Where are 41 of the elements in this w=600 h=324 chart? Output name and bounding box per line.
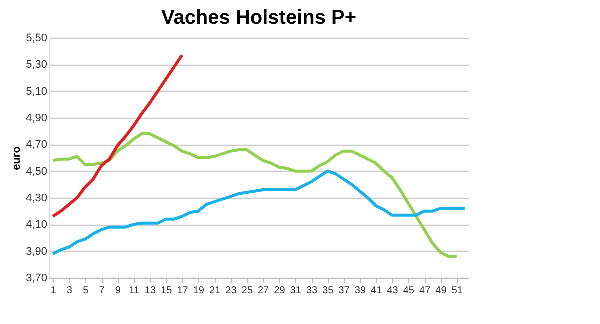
x-tick-label: 29 bbox=[274, 286, 286, 296]
x-tick-label: 3 bbox=[66, 286, 73, 296]
x-tick-label: 7 bbox=[99, 286, 106, 296]
x-tick-label: 51 bbox=[452, 286, 464, 296]
x-tick-label: 27 bbox=[258, 286, 270, 296]
x-tick-label: 17 bbox=[177, 286, 189, 296]
y-tick-label: 4,10 bbox=[26, 219, 48, 232]
x-tick-label: 21 bbox=[210, 286, 222, 296]
x-tick-label: 33 bbox=[306, 286, 318, 296]
x-tick-label: 49 bbox=[436, 286, 448, 296]
line-series bbox=[52, 170, 466, 256]
line-series bbox=[52, 54, 184, 218]
x-tick-label: 23 bbox=[226, 286, 238, 296]
x-tick-label: 47 bbox=[420, 286, 432, 296]
x-tick-label: 15 bbox=[161, 286, 173, 296]
x-tick-label: 25 bbox=[242, 286, 254, 296]
x-tick-label: 19 bbox=[193, 286, 205, 296]
y-tick-label: 5,50 bbox=[26, 32, 48, 44]
line-series bbox=[52, 132, 458, 258]
x-tick-label: 9 bbox=[115, 286, 122, 296]
x-tick-label: 43 bbox=[387, 286, 399, 296]
x-tick-label: 41 bbox=[371, 286, 383, 296]
y-tick-label: 4,90 bbox=[26, 112, 48, 124]
x-tick-label: 37 bbox=[338, 286, 350, 296]
x-tick-label: 1 bbox=[50, 286, 57, 296]
x-tick-label: 39 bbox=[354, 286, 366, 296]
x-tick-label: 13 bbox=[144, 286, 156, 296]
x-tick-label: 31 bbox=[290, 286, 302, 296]
y-tick-label: 5,30 bbox=[26, 59, 48, 72]
y-tick-label: 5,10 bbox=[26, 86, 48, 98]
x-tick-label: 11 bbox=[129, 286, 140, 296]
y-axis-title: euro bbox=[11, 146, 24, 170]
y-tick-label: 4,30 bbox=[26, 192, 48, 204]
x-tick-label: 45 bbox=[403, 286, 415, 296]
y-tick-label: 3,70 bbox=[26, 272, 48, 284]
y-tick-label: 4,70 bbox=[26, 139, 48, 152]
y-tick-label: 3,90 bbox=[26, 246, 48, 258]
x-tick-label: 5 bbox=[83, 286, 90, 296]
x-tick-label: 35 bbox=[322, 286, 334, 296]
chart-title: Vaches Holsteins P+ bbox=[161, 7, 357, 29]
y-tick-label: 4,50 bbox=[26, 166, 48, 178]
